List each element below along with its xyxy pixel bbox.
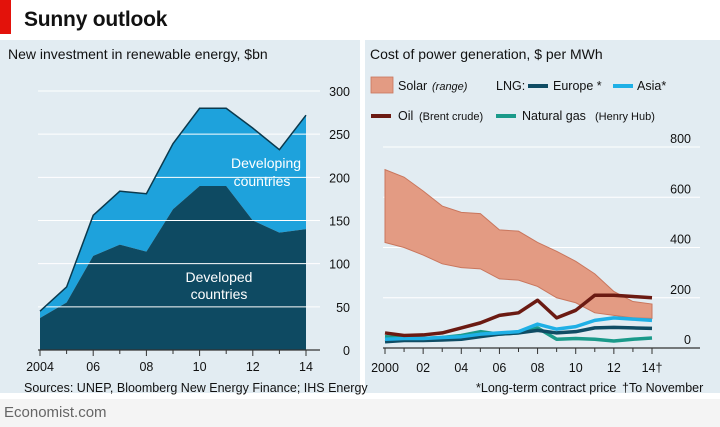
right-x-tick: 02 <box>416 361 430 375</box>
footer-bar <box>0 399 720 427</box>
legend-lng-label: LNG: <box>496 79 525 93</box>
right-x-tick: 08 <box>531 361 545 375</box>
right-x-tick: 04 <box>454 361 468 375</box>
left-x-tick: 06 <box>86 360 100 374</box>
left-y-tick: 100 <box>329 258 350 272</box>
line-asia <box>384 316 653 341</box>
left-y-tick: 300 <box>329 85 350 99</box>
left-x-tick: 14 <box>299 360 313 374</box>
developing-label-line2: countries <box>234 173 291 189</box>
developing-label-line1: Developing <box>231 155 301 171</box>
right-x-tick: 14† <box>642 361 663 375</box>
legend-europe-label: Europe * <box>553 79 602 93</box>
area-developed <box>40 185 306 350</box>
right-y-tick: 600 <box>670 182 691 196</box>
brand-name: Economist.com <box>4 404 107 421</box>
solar-range-band <box>384 168 653 319</box>
legend-solar-swatch <box>370 76 394 94</box>
left-y-tick: 200 <box>329 171 350 185</box>
left-y-tick: 150 <box>329 215 350 229</box>
right-y-tick: 200 <box>670 283 691 297</box>
left-x-tick: 2004 <box>26 360 54 374</box>
left-y-tick: 250 <box>329 128 350 142</box>
legend-oil-label: Oil <box>398 109 413 123</box>
legend-natgas-label: Natural gas <box>522 109 586 123</box>
legend-natgas-note: (Henry Hub) <box>595 111 655 123</box>
brand-tab <box>0 0 11 34</box>
sources-note: Sources: UNEP, Bloomberg New Energy Fina… <box>24 381 368 395</box>
figure-title: Sunny outlook <box>24 8 168 31</box>
legend-solar-label: Solar <box>398 79 427 93</box>
legend: Solar (range) LNG: Europe * Asia* Oil (B… <box>370 76 666 123</box>
left-x-tick: 08 <box>139 360 153 374</box>
right-y-tick: 400 <box>670 233 691 247</box>
legend-asia-label: Asia* <box>637 79 666 93</box>
right-series-lines <box>384 293 653 344</box>
right-x-tick: 12 <box>607 361 621 375</box>
developed-label-line2: countries <box>191 286 248 302</box>
right-x-tick: 06 <box>492 361 506 375</box>
left-x-tick: 12 <box>246 360 260 374</box>
area-developing <box>40 108 306 319</box>
left-y-tick-labels: 0 50 100 150 200 250 300 <box>329 85 350 358</box>
right-y-tick: 800 <box>670 132 691 146</box>
legend-solar-note: (range) <box>432 81 468 93</box>
cost-chart: 0 200 400 600 800 2000 02 04 06 08 10 12 14† Solar … <box>370 76 700 375</box>
legend-oil-note: (Brent crude) <box>419 111 483 123</box>
right-x-tick: 10 <box>569 361 583 375</box>
investment-chart: 0 50 100 150 200 250 300 2004 06 08 10 12 14 Develo… <box>26 85 350 374</box>
left-y-tick: 0 <box>343 344 350 358</box>
footnote-star: *Long-term contract price <box>476 381 617 395</box>
left-x-tick-labels: 2004 06 08 10 12 14 <box>26 350 313 374</box>
right-x-tick: 2000 <box>371 361 399 375</box>
left-gridlines <box>38 90 320 351</box>
left-chart-title: New investment in renewable energy, $bn <box>8 46 268 62</box>
right-y-tick: 0 <box>684 333 691 347</box>
developed-label-line1: Developed <box>186 269 253 285</box>
right-y-tick-labels: 0 200 400 600 800 <box>670 132 691 347</box>
line-oil <box>384 293 653 338</box>
right-x-tick-labels: 2000 02 04 06 08 10 12 14† <box>371 348 662 375</box>
right-chart-title: Cost of power generation, $ per MWh <box>370 46 603 62</box>
total-outline <box>39 107 307 312</box>
left-x-tick: 10 <box>193 360 207 374</box>
left-y-tick: 50 <box>336 301 350 315</box>
footnote-dagger: †To November <box>622 381 704 395</box>
